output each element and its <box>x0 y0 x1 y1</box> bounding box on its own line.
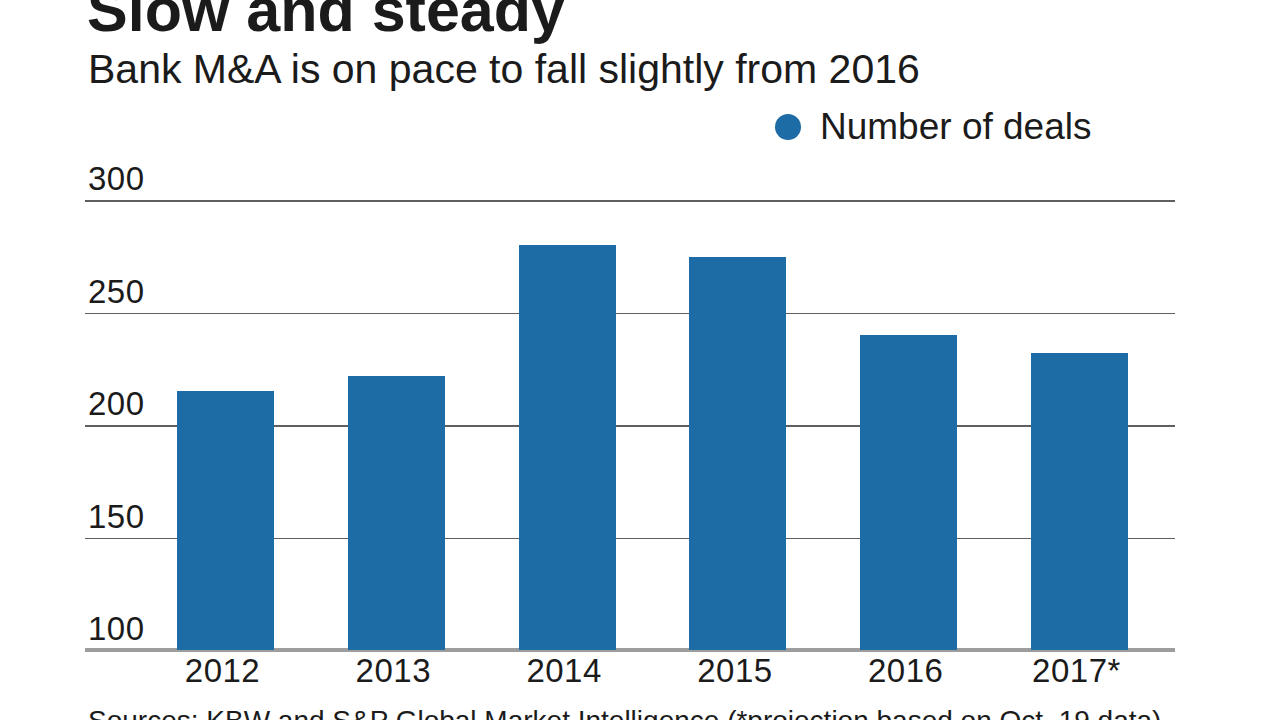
x-axis-label-2015: 2015 <box>655 654 815 687</box>
source-note: Sources: KBW and S&P Global Market Intel… <box>88 705 1161 720</box>
y-axis-label-250: 250 <box>88 275 145 308</box>
bar-2012 <box>177 391 274 650</box>
x-axis-label-2014: 2014 <box>484 654 644 687</box>
x-axis-label-2012: 2012 <box>143 654 303 687</box>
plot-area: 300 250 200 150 100 2012 2013 2014 2015 2016 2017* <box>0 0 1280 720</box>
y-axis-label-150: 150 <box>88 500 145 533</box>
bar-2015 <box>689 257 786 650</box>
gridline-300 <box>85 200 1175 202</box>
bar-2013 <box>348 376 445 650</box>
bar-2017* <box>1031 353 1128 650</box>
bar-2016 <box>860 335 957 650</box>
bar-2014 <box>519 245 616 650</box>
gridline-250 <box>85 313 1175 315</box>
y-axis-label-100: 100 <box>88 612 145 645</box>
y-axis-label-300: 300 <box>88 162 145 195</box>
x-axis-label-2017*: 2017* <box>997 654 1157 687</box>
x-axis-label-2013: 2013 <box>313 654 473 687</box>
x-axis-label-2016: 2016 <box>826 654 986 687</box>
y-axis-label-200: 200 <box>88 387 145 420</box>
